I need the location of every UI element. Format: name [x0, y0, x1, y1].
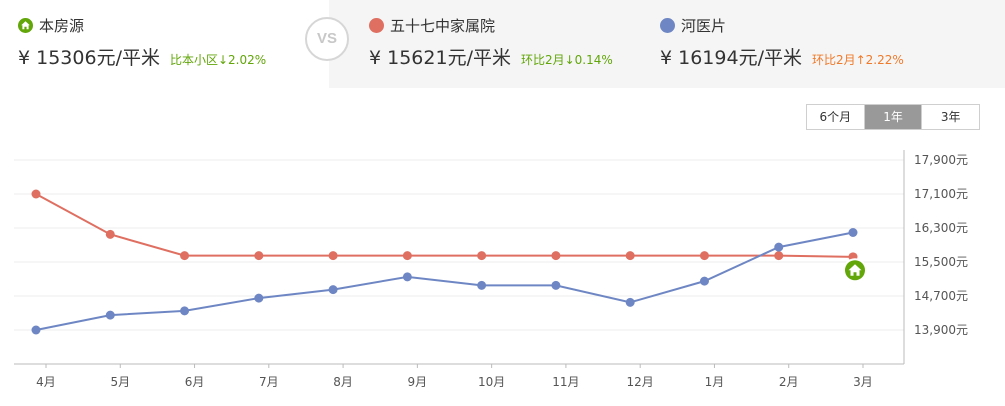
x-tick-label: 12月: [627, 375, 654, 389]
tab-6-months[interactable]: 6个月: [807, 105, 865, 129]
home-icon: [18, 18, 33, 33]
x-tick-label: 6月: [185, 375, 205, 389]
x-tick-label: 9月: [408, 375, 428, 389]
time-range-tabs: 6个月 1年 3年: [806, 104, 980, 130]
own-listing-panel: 本房源 ¥ 15306元/平米 比本小区↓2.02%: [0, 0, 329, 88]
compare1-name: 五十七中家属院: [390, 17, 496, 35]
series-1-point: [254, 251, 264, 261]
x-tick-label: 2月: [779, 375, 799, 389]
y-tick-label: 17,100元: [914, 187, 968, 201]
series-1-point: [699, 251, 709, 261]
series-2-point: [848, 228, 858, 238]
x-tick-label: 10月: [478, 375, 505, 389]
series-2-point: [477, 280, 487, 290]
x-tick-label: 5月: [110, 375, 130, 389]
series-2-point: [180, 306, 190, 316]
series-2-point: [774, 242, 784, 252]
compare2-price: ¥ 16194元/平米: [660, 47, 802, 69]
y-tick-label: 15,500元: [914, 255, 968, 269]
compare2-change: 环比2月↑2.22%: [811, 53, 904, 67]
y-tick-label: 16,300元: [914, 221, 968, 235]
comparison-header: 本房源 ¥ 15306元/平米 比本小区↓2.02% 五十七中家属院 ¥ 1562…: [0, 0, 1005, 88]
series-2-point: [105, 310, 115, 320]
x-tick-label: 1月: [705, 375, 725, 389]
own-listing-name: 本房源: [39, 17, 85, 35]
series-1-point: [328, 251, 338, 261]
x-tick-label: 3月: [853, 375, 873, 389]
x-tick-label: 4月: [36, 375, 56, 389]
compare1-price: ¥ 15621元/平米: [369, 47, 511, 69]
series-1-point: [774, 251, 784, 261]
price-trend-chart: 13,900元 14,700元 15,500元 16,300元 17,100元 17,90…: [14, 150, 968, 389]
series-2-point: [328, 285, 338, 295]
compare2-name: 河医片: [681, 17, 727, 35]
series-dot-icon: [369, 18, 384, 33]
series-1-point: [402, 251, 412, 261]
series-1-point: [477, 251, 487, 261]
series-line-2: [35, 231, 854, 331]
y-tick-label: 17,900元: [914, 153, 968, 167]
y-tick-label: 13,900元: [914, 323, 968, 337]
tab-3-years[interactable]: 3年: [940, 110, 961, 124]
tab-1-year[interactable]: 1年: [864, 105, 923, 129]
vs-badge: VS: [305, 17, 349, 61]
x-tick-label: 11月: [552, 375, 579, 389]
series-1-point: [105, 229, 115, 239]
series-1-point: [625, 251, 635, 261]
series-1-point: [551, 251, 561, 261]
compare-panel: 五十七中家属院 ¥ 15621元/平米 环比2月↓0.14% 河医片 ¥ 1619…: [329, 0, 1005, 88]
x-tick-label: 7月: [259, 375, 279, 389]
y-tick-label: 14,700元: [914, 289, 968, 303]
series-1-point: [180, 251, 190, 261]
own-listing-price: ¥ 15306元/平米: [18, 47, 160, 69]
series-2-point: [551, 280, 561, 290]
series-2-point: [254, 293, 264, 303]
compare1-change: 环比2月↓0.14%: [520, 53, 613, 67]
series-2-point: [625, 297, 635, 307]
series-2-point: [699, 276, 709, 286]
series-line-1: [35, 193, 854, 258]
series-2-point: [402, 272, 412, 282]
own-listing-change: 比本小区↓2.02%: [169, 53, 267, 67]
series-1-point: [31, 189, 41, 199]
home-icon: [848, 264, 862, 276]
series-dot-icon: [660, 18, 675, 33]
series-2-point: [31, 325, 41, 335]
x-tick-label: 8月: [333, 375, 353, 389]
